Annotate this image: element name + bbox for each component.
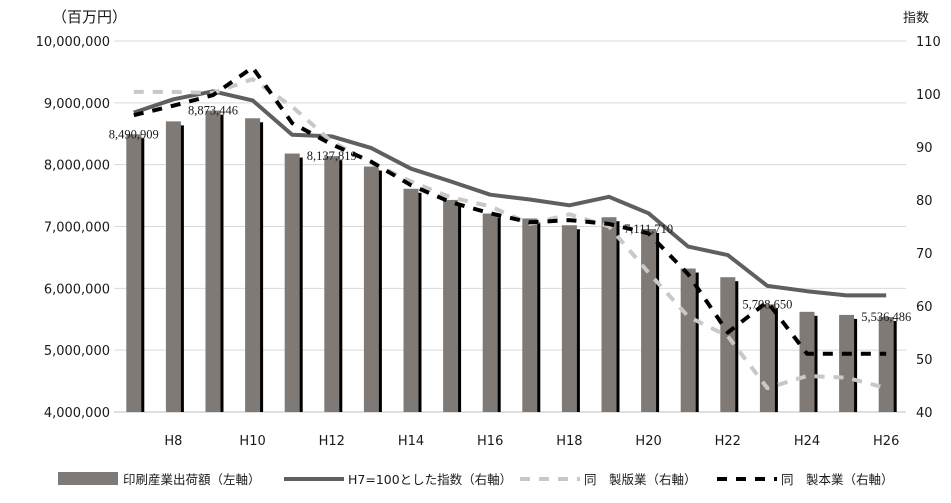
legend-swatch-bar (58, 472, 118, 485)
bar (443, 199, 459, 412)
y-right-tick-label: 80 (916, 194, 933, 209)
y-left-tick-label: 4,000,000 (44, 406, 110, 421)
data-label: 5,536,486 (861, 310, 911, 324)
x-tick-label: H16 (477, 434, 503, 449)
x-tick-label: H12 (319, 434, 345, 449)
bar (601, 217, 617, 412)
y-left-tick-label: 5,000,000 (44, 344, 110, 359)
y-left-tick-label: 6,000,000 (44, 282, 110, 297)
series-line (133, 89, 887, 298)
bar (324, 156, 340, 412)
legend-label: 同 製版業（右軸） (584, 472, 697, 487)
x-tick-label: H22 (715, 434, 741, 449)
bar (482, 213, 498, 412)
y-left-tick-label: 8,000,000 (44, 159, 110, 174)
bar (363, 166, 379, 412)
bar-series (126, 110, 897, 413)
bar (522, 218, 538, 412)
y-right-tick-label: 60 (916, 300, 933, 315)
bar (878, 316, 894, 412)
data-labels: 8,490,909 8,873,446 8,137,819 7,111,710 5,70… (109, 104, 911, 324)
bar (126, 134, 142, 412)
y-left-tick-label: 9,000,000 (44, 97, 110, 112)
y-left-tick-label: 10,000,000 (36, 35, 110, 50)
bar (403, 188, 419, 412)
x-tick-label: H18 (556, 434, 582, 449)
x-tick-label: H10 (239, 434, 265, 449)
y-right-tick-label: 90 (916, 141, 933, 156)
bar (245, 118, 261, 413)
x-tick-label: H24 (794, 434, 820, 449)
data-label: 8,873,446 (188, 104, 238, 118)
bar (759, 304, 775, 412)
y-right-tick-label: 50 (916, 353, 933, 368)
right-axis-unit: 指数 (903, 11, 929, 26)
x-tick-label: H8 (164, 434, 182, 449)
x-tick-label: H14 (398, 434, 424, 449)
left-axis-unit: （百万円） (52, 8, 127, 26)
bar (720, 277, 736, 412)
y-right-tick-label: 70 (916, 247, 933, 262)
bar (641, 228, 657, 412)
series-line (133, 65, 887, 356)
data-label: 8,137,819 (307, 149, 357, 163)
legend-label: H7=100とした指数（右軸） (348, 472, 512, 487)
bar (561, 225, 577, 412)
bar (165, 121, 181, 412)
y-left-tick-label: 7,000,000 (44, 221, 110, 236)
data-label: 5,708,650 (742, 297, 792, 311)
x-tick-label: H20 (635, 434, 661, 449)
bar (284, 153, 300, 412)
y-right-tick-label: 110 (916, 35, 941, 50)
right-axis-ticks: 40 50 60 70 80 90 100 110 (916, 35, 941, 421)
legend-label: 印刷産業出荷額（左軸） (123, 472, 261, 487)
left-axis-ticks: 4,000,000 5,000,000 6,000,000 7,000,000 8,00… (36, 35, 110, 421)
bar (799, 311, 815, 412)
y-right-tick-label: 40 (916, 406, 933, 421)
legend-label: 同 製本業（右軸） (781, 472, 894, 487)
line-series (133, 65, 887, 391)
y-right-tick-label: 100 (916, 88, 941, 103)
data-label: 8,490,909 (109, 127, 159, 141)
bar (205, 110, 221, 412)
x-axis-ticks: H8 H10 H12 H14 H16 H18 H20 H22 H24 H26 (164, 434, 899, 449)
bar (839, 314, 855, 412)
bar (680, 268, 696, 412)
data-label: 7,111,710 (624, 222, 673, 236)
x-tick-label: H26 (873, 434, 899, 449)
legend: 印刷産業出荷額（左軸） H7=100とした指数（右軸） 同 製版業（右軸） 同 製本業… (58, 472, 894, 487)
